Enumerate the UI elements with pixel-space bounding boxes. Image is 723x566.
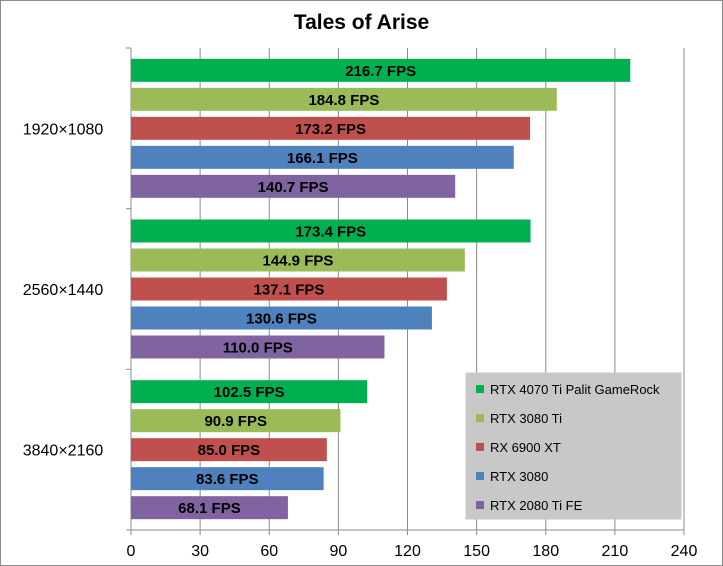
x-tick-label-90: 90 <box>329 543 347 560</box>
category-label-1: 2560×1440 <box>23 282 104 299</box>
bar-label-2-4: 68.1 FPS <box>178 500 241 517</box>
x-tick-label-150: 150 <box>463 543 490 560</box>
bar-2-0 <box>131 380 368 404</box>
legend-label-3: RTX 3080 <box>490 469 548 484</box>
x-tick-label-180: 180 <box>532 543 559 560</box>
bar-label-2-1: 90.9 FPS <box>204 413 267 430</box>
legend-swatch-0 <box>476 385 484 393</box>
bar-0-0 <box>131 58 631 82</box>
bar-0-2 <box>131 116 531 140</box>
bar-label-1-0: 173.4 FPS <box>295 224 366 241</box>
bar-label-1-4: 110.0 FPS <box>223 340 293 357</box>
bar-1-4 <box>131 335 385 359</box>
bar-0-4 <box>131 174 456 198</box>
bar-label-1-2: 137.1 FPS <box>254 282 325 299</box>
legend-swatch-2 <box>476 443 484 451</box>
bar-label-2-3: 83.6 FPS <box>196 471 259 488</box>
x-tick-label-120: 120 <box>394 543 421 560</box>
bar-label-0-2: 173.2 FPS <box>295 121 366 138</box>
bar-label-0-3: 166.1 FPS <box>287 150 358 167</box>
bar-label-2-0: 102.5 FPS <box>214 384 285 401</box>
legend-label-1: RTX 3080 Ti <box>490 411 562 426</box>
bar-0-1 <box>131 87 557 111</box>
legend-label-2: RX 6900 XT <box>490 440 561 455</box>
legend-box <box>465 372 682 520</box>
x-tick-label-60: 60 <box>260 543 278 560</box>
bar-label-1-3: 130.6 FPS <box>246 311 317 328</box>
bar-2-2 <box>131 438 327 462</box>
bar-1-2 <box>131 277 447 301</box>
legend-label-4: RTX 2080 Ti FE <box>490 498 583 513</box>
bar-1-0 <box>131 219 531 243</box>
x-tick-label-240: 240 <box>671 543 698 560</box>
bar-label-0-1: 184.8 FPS <box>308 92 379 109</box>
chart-title: Tales of Arise <box>293 11 430 34</box>
bar-1-3 <box>131 306 432 330</box>
bar-0-3 <box>131 145 514 169</box>
bar-label-2-2: 85.0 FPS <box>198 442 261 459</box>
category-label-0: 1920×1080 <box>23 121 104 138</box>
bar-label-0-0: 216.7 FPS <box>345 63 416 80</box>
bar-2-4 <box>131 496 288 520</box>
x-tick-label-210: 210 <box>602 543 629 560</box>
legend-swatch-4 <box>476 501 484 509</box>
x-tick-label-30: 30 <box>191 543 209 560</box>
bar-1-1 <box>131 248 465 272</box>
legend-swatch-1 <box>476 414 484 422</box>
bar-label-0-4: 140.7 FPS <box>258 179 329 196</box>
bar-label-1-1: 144.9 FPS <box>262 253 333 270</box>
legend-swatch-3 <box>476 472 484 480</box>
category-label-2: 3840×2160 <box>23 443 104 460</box>
x-tick-label-0: 0 <box>127 543 136 560</box>
legend-label-0: RTX 4070 Ti Palit GameRock <box>490 382 660 397</box>
bar-2-3 <box>131 467 324 491</box>
bar-2-1 <box>131 409 341 433</box>
